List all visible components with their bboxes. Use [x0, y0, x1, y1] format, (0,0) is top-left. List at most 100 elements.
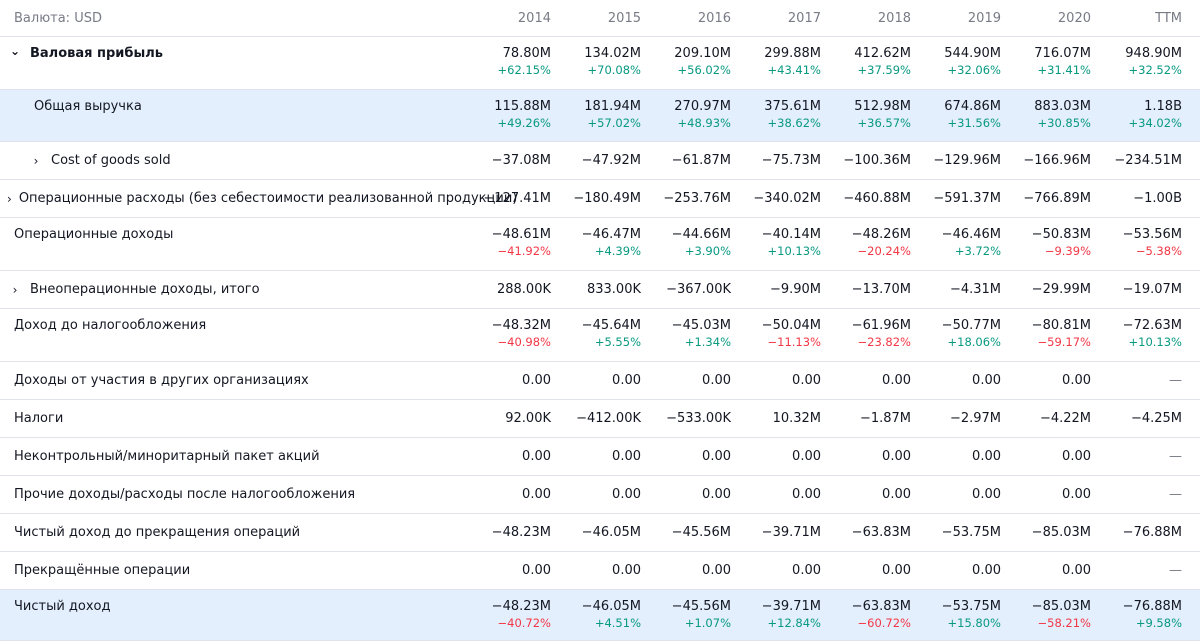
- value-cell: −46.05M: [560, 514, 650, 541]
- change-percent: +5.55%: [594, 335, 641, 349]
- value-text: −44.66M: [671, 227, 731, 242]
- row-label: Прекращённые операции: [0, 552, 470, 578]
- value-text: −48.61M: [491, 227, 551, 242]
- value-cell: —: [1100, 362, 1200, 389]
- row-label: Неконтрольный/миноритарный пакет акций: [0, 438, 470, 464]
- change-percent: +32.06%: [947, 63, 1002, 77]
- chevron-right-icon[interactable]: ›: [33, 153, 39, 168]
- value-text: 0.00: [1062, 487, 1091, 502]
- value-text: 544.90M: [944, 46, 1001, 61]
- value-cell: −591.37M: [920, 180, 1010, 207]
- value-cell: −50.83M −9.39%: [1010, 218, 1100, 259]
- period-header[interactable]: 2018: [877, 10, 911, 26]
- period-header[interactable]: 2019: [967, 10, 1001, 26]
- value-cell: −46.47M +4.39%: [560, 218, 650, 259]
- row-label[interactable]: › Операционные расходы (без себестоимости…: [0, 180, 517, 206]
- change-percent: +4.39%: [594, 244, 641, 258]
- value-text: −100.36M: [843, 153, 911, 168]
- change-percent: +30.85%: [1037, 116, 1092, 130]
- currency-label: Валюта: USD: [14, 10, 102, 26]
- table-row: Общая выручка 115.88M +49.26% 181.94M +57.02…: [0, 90, 1200, 142]
- value-text: −45.56M: [671, 525, 731, 540]
- table-row[interactable]: ⌄ Валовая прибыль 78.80M +62.15% 134.02M +70.…: [0, 37, 1200, 90]
- row-label[interactable]: › Внеоперационные доходы, итого: [0, 271, 470, 297]
- value-text: −40.14M: [761, 227, 821, 242]
- value-cell: 833.00K: [560, 271, 650, 298]
- change-percent: +62.15%: [497, 63, 552, 77]
- table-row[interactable]: › Операционные расходы (без себестоимости…: [0, 180, 1200, 218]
- value-text: −766.89M: [1023, 191, 1091, 206]
- row-label: Доходы от участия в других организациях: [0, 362, 470, 388]
- value-text: −85.03M: [1031, 599, 1091, 614]
- value-text: −39.71M: [761, 525, 821, 540]
- table-row: Операционные доходы −48.61M −41.92% −46.47M…: [0, 218, 1200, 271]
- period-header[interactable]: 2016: [697, 10, 731, 26]
- value-cell: −46.05M +4.51%: [560, 590, 650, 631]
- value-text: 288.00K: [496, 282, 551, 297]
- change-percent: +12.84%: [767, 616, 822, 630]
- value-text: −39.71M: [761, 599, 821, 614]
- value-cell: −61.96M −23.82%: [830, 309, 920, 350]
- value-cell: −253.76M: [650, 180, 740, 207]
- value-text: 0.00: [972, 449, 1001, 464]
- value-cell: 0.00: [830, 438, 920, 465]
- value-cell: −48.23M: [470, 514, 560, 541]
- value-text: 0.00: [1062, 373, 1091, 388]
- value-cell: 0.00: [740, 552, 830, 579]
- table-row: Доход до налогообложения −48.32M −40.98% −4…: [0, 309, 1200, 362]
- value-cell: 0.00: [1010, 362, 1100, 389]
- period-header[interactable]: 2014: [517, 10, 551, 26]
- value-cell: 0.00: [470, 552, 560, 579]
- value-cell: −37.08M: [470, 142, 560, 169]
- row-label: Прочие доходы/расходы после налогообложе…: [0, 476, 470, 502]
- change-percent: +36.57%: [857, 116, 912, 130]
- value-text: 270.97M: [674, 99, 731, 114]
- table-row: Чистый доход до прекращения операций −48.…: [0, 514, 1200, 552]
- value-text: 833.00K: [586, 282, 641, 297]
- row-label: Операционные доходы: [0, 218, 470, 242]
- value-cell: 0.00: [560, 362, 650, 389]
- value-cell: 0.00: [920, 438, 1010, 465]
- change-percent: −5.38%: [1135, 244, 1182, 258]
- period-header[interactable]: 2017: [787, 10, 821, 26]
- value-text: 0.00: [792, 563, 821, 578]
- table-row[interactable]: › Cost of goods sold −37.08M −47.92M −61.87M…: [0, 142, 1200, 180]
- value-text: −340.02M: [753, 191, 821, 206]
- table-row[interactable]: › Внеоперационные доходы, итого 288.00K 833…: [0, 271, 1200, 309]
- value-text: −4.31M: [949, 282, 1001, 297]
- row-label[interactable]: › Cost of goods sold: [0, 142, 470, 168]
- value-text: −50.04M: [761, 318, 821, 333]
- value-cell: −53.56M −5.38%: [1100, 218, 1200, 259]
- value-text: 134.02M: [584, 46, 641, 61]
- row-label-text: Чистый доход: [14, 599, 111, 614]
- value-text: −50.77M: [941, 318, 1001, 333]
- period-header[interactable]: 2020: [1057, 10, 1091, 26]
- change-percent: +3.72%: [954, 244, 1001, 258]
- value-cell: −63.83M −60.72%: [830, 590, 920, 631]
- value-cell: −85.03M −58.21%: [1010, 590, 1100, 631]
- row-label[interactable]: ⌄ Валовая прибыль: [0, 37, 470, 62]
- value-text: −29.99M: [1031, 282, 1091, 297]
- value-cell: −4.22M: [1010, 400, 1100, 427]
- change-percent: +57.02%: [587, 116, 642, 130]
- value-text: −2.97M: [949, 411, 1001, 426]
- chevron-down-icon[interactable]: ⌄: [9, 43, 21, 58]
- value-text: 0.00: [522, 563, 551, 578]
- table-row: Неконтрольный/миноритарный пакет акций 0.…: [0, 438, 1200, 476]
- period-header[interactable]: TTM: [1155, 10, 1182, 26]
- value-text: −127.41M: [483, 191, 551, 206]
- value-text: −45.64M: [581, 318, 641, 333]
- value-text: −37.08M: [491, 153, 551, 168]
- value-text: −85.03M: [1031, 525, 1091, 540]
- value-text: −129.96M: [933, 153, 1001, 168]
- period-header[interactable]: 2015: [607, 10, 641, 26]
- chevron-right-icon[interactable]: ›: [12, 282, 18, 297]
- value-text: −533.00K: [666, 411, 731, 426]
- value-text: −45.03M: [671, 318, 731, 333]
- row-label-text: Чистый доход до прекращения операций: [14, 525, 301, 540]
- table-row: Прекращённые операции 0.00 0.00 0.00 0.00 0.0…: [0, 552, 1200, 590]
- value-text: −591.37M: [933, 191, 1001, 206]
- chevron-right-icon[interactable]: ›: [7, 191, 12, 206]
- value-cell: 0.00: [1010, 552, 1100, 579]
- value-cell: —: [1100, 438, 1200, 465]
